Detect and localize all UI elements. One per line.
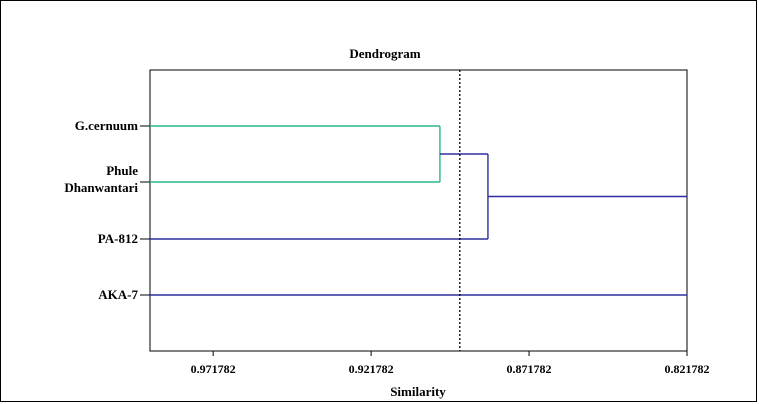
leaf-label-phule: Phule [106, 163, 138, 178]
x-tick-label: 0.871782 [507, 362, 552, 376]
plot-area [149, 69, 688, 352]
x-tick-label: 0.971782 [191, 362, 236, 376]
leaf-label-gcernuum: G.cernuum [75, 118, 138, 133]
chart-title: Dendrogram [349, 46, 420, 61]
x-tick-label: 0.821782 [665, 362, 710, 376]
leaf-label-phule: Dhanwantari [64, 180, 138, 195]
leaf-label-aka7: AKA-7 [98, 287, 138, 302]
x-tick-label: 0.921782 [349, 362, 394, 376]
leaf-label-pa812: PA-812 [98, 231, 138, 246]
x-axis-label: Similarity [390, 384, 446, 399]
